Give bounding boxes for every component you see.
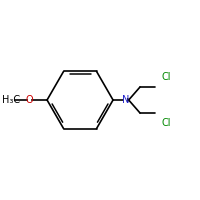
Text: Cl: Cl — [162, 72, 171, 82]
Text: H₃C: H₃C — [2, 95, 20, 105]
Text: N: N — [122, 95, 129, 105]
Text: O: O — [26, 95, 33, 105]
Text: Cl: Cl — [162, 118, 171, 128]
